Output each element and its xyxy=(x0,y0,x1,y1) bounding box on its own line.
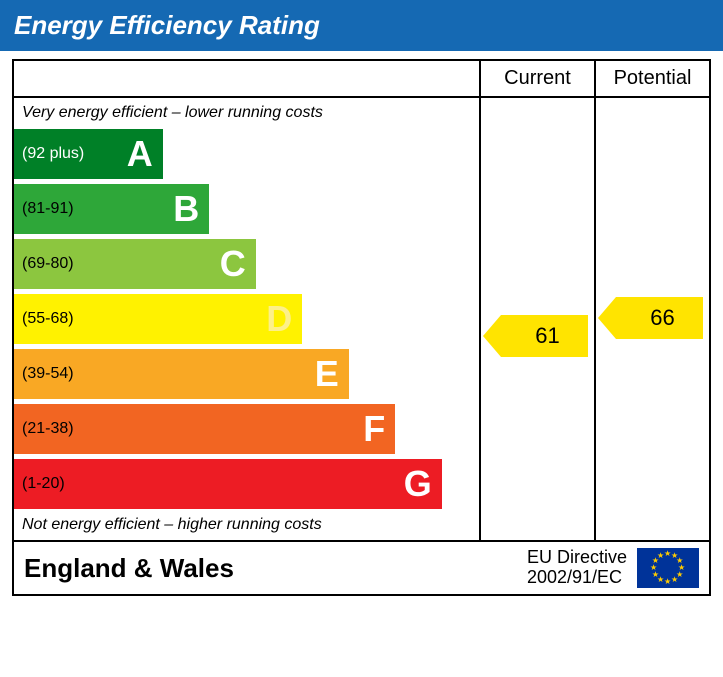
column-current: 61 xyxy=(479,98,594,540)
band-range: (39-54) xyxy=(14,365,74,383)
column-potential: 66 xyxy=(594,98,709,540)
band-range: (81-91) xyxy=(14,200,74,218)
flag-star: ★ xyxy=(671,575,678,584)
flag-star: ★ xyxy=(657,551,664,560)
band-D: (55-68) D xyxy=(14,294,302,344)
band-range: (69-80) xyxy=(14,255,74,273)
potential-rating-value: 66 xyxy=(616,297,703,339)
band-letter: B xyxy=(173,188,199,230)
band-letter: E xyxy=(315,353,339,395)
band-letter: D xyxy=(266,298,292,340)
band-letter: G xyxy=(404,463,432,505)
band-E: (39-54) E xyxy=(14,349,349,399)
current-rating-arrow: 61 xyxy=(483,315,588,357)
note-top: Very energy efficient – lower running co… xyxy=(14,102,479,124)
band-C: (69-80) C xyxy=(14,239,256,289)
header-spacer xyxy=(14,61,479,96)
band-range: (21-38) xyxy=(14,420,74,438)
chart-frame: Current Potential Very energy efficient … xyxy=(12,59,711,596)
title-bar: Energy Efficiency Rating xyxy=(0,0,723,51)
band-range: (92 plus) xyxy=(14,145,84,163)
footer-region: England & Wales xyxy=(24,553,527,584)
band-F: (21-38) F xyxy=(14,404,395,454)
bands-container: (92 plus) A (81-91) B (69-80) C (55-68) D (39-54… xyxy=(14,129,479,509)
chart-area: Very energy efficient – lower running co… xyxy=(14,98,479,540)
chart-row: Very energy efficient – lower running co… xyxy=(14,98,709,540)
band-G: (1-20) G xyxy=(14,459,442,509)
band-letter: C xyxy=(220,243,246,285)
band-range: (1-20) xyxy=(14,475,65,493)
note-bottom: Not energy efficient – higher running co… xyxy=(14,514,479,536)
potential-rating-arrow: 66 xyxy=(598,297,703,339)
band-range: (55-68) xyxy=(14,310,74,328)
directive-line1: EU Directive xyxy=(527,548,627,568)
flag-star: ★ xyxy=(664,577,671,586)
band-letter: A xyxy=(127,133,153,175)
header-row: Current Potential xyxy=(14,61,709,98)
band-A: (92 plus) A xyxy=(14,129,163,179)
band-B: (81-91) B xyxy=(14,184,209,234)
band-letter: F xyxy=(363,408,385,450)
header-potential: Potential xyxy=(594,61,709,96)
eu-flag-icon: ★★★★★★★★★★★★ xyxy=(637,548,699,588)
footer-row: England & Wales EU Directive 2002/91/EC … xyxy=(14,540,709,594)
current-rating-value: 61 xyxy=(501,315,588,357)
directive-line2: 2002/91/EC xyxy=(527,568,627,588)
footer-directive: EU Directive 2002/91/EC xyxy=(527,548,627,588)
header-current: Current xyxy=(479,61,594,96)
